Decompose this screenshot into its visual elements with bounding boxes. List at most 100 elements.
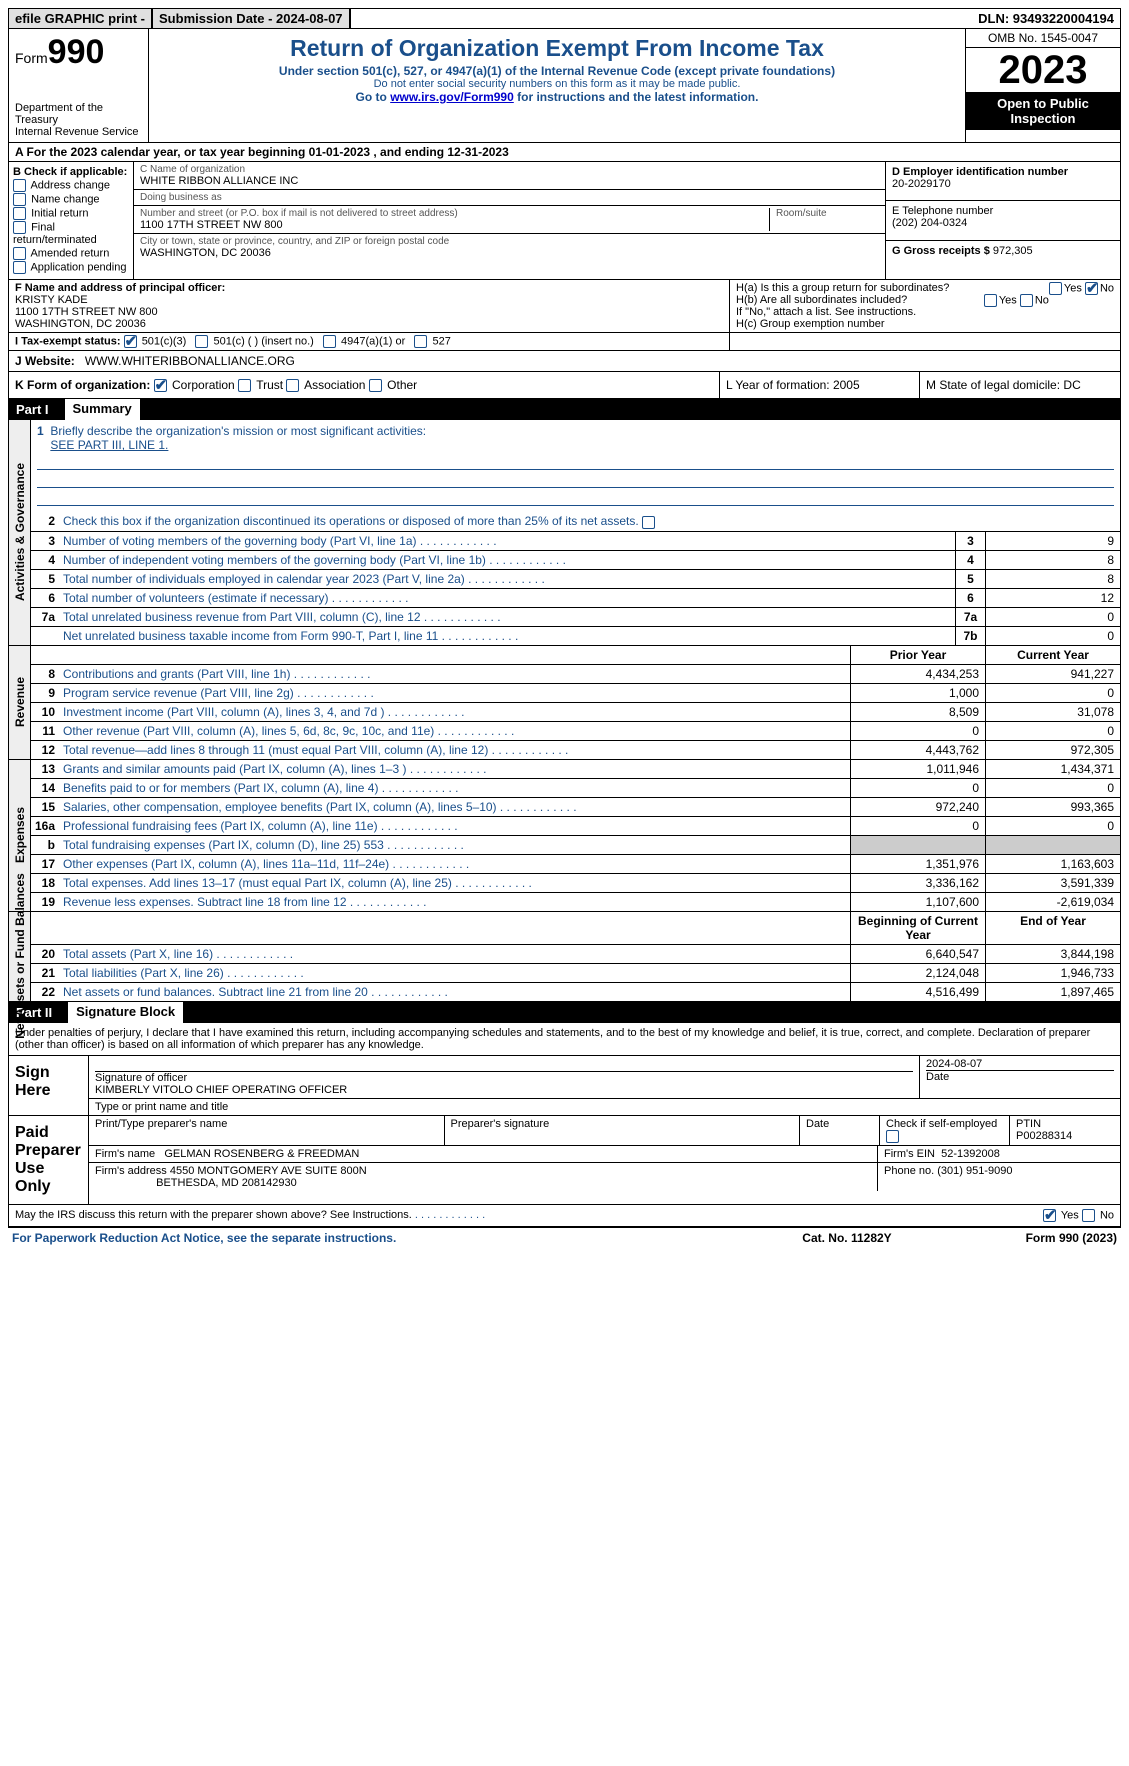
k-form-org: K Form of organization: Corporation Trus… xyxy=(9,372,720,398)
summary-line: 18 Total expenses. Add lines 13–17 (must… xyxy=(31,874,1120,893)
line-curr: 941,227 xyxy=(985,665,1120,683)
topbar-spacer xyxy=(351,17,973,21)
date-lab: Date xyxy=(926,1070,1114,1083)
q2-line: 2 Check this box if the organization dis… xyxy=(31,512,1120,531)
f-officer: F Name and address of principal officer:… xyxy=(9,280,730,332)
q2-desc: Check this box if the organization disco… xyxy=(59,512,1120,530)
discuss-text: May the IRS discuss this return with the… xyxy=(15,1209,1043,1222)
col-deg: D Employer identification number 20-2029… xyxy=(885,162,1120,279)
sig-row2: Type or print name and title xyxy=(89,1099,1120,1115)
d-lab: D Employer identification number xyxy=(892,166,1068,178)
q1-val: SEE PART III, LINE 1. xyxy=(50,438,168,452)
part2-title: Signature Block xyxy=(68,1002,183,1023)
prep-date-lab: Date xyxy=(800,1116,880,1145)
l-year: L Year of formation: 2005 xyxy=(720,372,920,398)
q2-cb[interactable] xyxy=(642,516,655,529)
hb-no-cb[interactable] xyxy=(1020,294,1033,307)
i-527-cb[interactable] xyxy=(414,335,427,348)
line-curr: 31,078 xyxy=(985,703,1120,721)
col-end: End of Year xyxy=(985,912,1120,944)
prep-name-lab: Print/Type preparer's name xyxy=(89,1116,445,1145)
discuss-yes-cb[interactable] xyxy=(1043,1209,1056,1222)
line-num: 22 xyxy=(31,983,59,1001)
i-501c-cb[interactable] xyxy=(195,335,208,348)
part2-header: Part II Signature Block xyxy=(8,1002,1121,1023)
summary-line: 20 Total assets (Part X, line 16) 6,640,… xyxy=(31,945,1120,964)
line-prior: 2,124,048 xyxy=(850,964,985,982)
k-other-cb[interactable] xyxy=(369,379,382,392)
summary-line: 22 Net assets or fund balances. Subtract… xyxy=(31,983,1120,1001)
block-fh: F Name and address of principal officer:… xyxy=(8,280,1121,333)
part1-label: Part I xyxy=(16,402,65,417)
sumbody-rev: Prior Year Current Year 8 Contributions … xyxy=(31,646,1120,759)
k-corp-cb[interactable] xyxy=(154,379,167,392)
rev-header-row: Prior Year Current Year xyxy=(31,646,1120,665)
summary-line: Net unrelated business taxable income fr… xyxy=(31,627,1120,645)
line-prior: 3,336,162 xyxy=(850,874,985,892)
cb-address-change[interactable]: Address change xyxy=(13,179,129,192)
k-trust-cb[interactable] xyxy=(238,379,251,392)
c-room: Room/suite xyxy=(769,208,879,231)
c-city: City or town, state or province, country… xyxy=(134,234,885,261)
cb-name-change[interactable]: Name change xyxy=(13,193,129,206)
line-prior: 0 xyxy=(850,722,985,740)
line-desc: Investment income (Part VIII, column (A)… xyxy=(59,703,850,721)
q1-block: 1 Briefly describe the organization's mi… xyxy=(31,420,1120,512)
line-curr: 0 xyxy=(985,817,1120,835)
line-prior: 8,509 xyxy=(850,703,985,721)
subtitle-3: Go to www.irs.gov/Form990 for instructio… xyxy=(155,90,959,104)
firm-name-cell: Firm's name GELMAN ROSENBERG & FREEDMAN xyxy=(89,1146,878,1162)
summary-line: 21 Total liabilities (Part X, line 26) 2… xyxy=(31,964,1120,983)
b-label: B Check if applicable: xyxy=(13,166,127,178)
cb-initial-return[interactable]: Initial return xyxy=(13,207,129,220)
line-num: 8 xyxy=(31,665,59,683)
summary-line: 6 Total number of volunteers (estimate i… xyxy=(31,589,1120,608)
cb-application-pending[interactable]: Application pending xyxy=(13,261,129,274)
ha-no-cb[interactable] xyxy=(1085,282,1098,295)
g-lab: G Gross receipts $ xyxy=(892,245,990,257)
line-box: 7a xyxy=(955,608,985,626)
irs-label: Internal Revenue Service xyxy=(15,126,142,138)
line-desc: Grants and similar amounts paid (Part IX… xyxy=(59,760,850,778)
line-prior: 4,443,762 xyxy=(850,741,985,759)
firm-ein-cell: Firm's EIN 52-1392008 xyxy=(878,1146,1120,1162)
sig-officer-cell: Signature of officer KIMBERLY VITOLO CHI… xyxy=(89,1056,920,1098)
tax-year: 2023 xyxy=(966,48,1120,92)
gross-val: 972,305 xyxy=(993,245,1033,257)
line-box: 6 xyxy=(955,589,985,607)
line-num: 17 xyxy=(31,855,59,873)
vlabel-gov: Activities & Governance xyxy=(9,420,31,644)
dept-treasury: Department of the Treasury xyxy=(15,102,142,126)
k-assoc-cb[interactable] xyxy=(286,379,299,392)
c-name-lab: C Name of organization xyxy=(140,164,879,175)
summary-line: 3 Number of voting members of the govern… xyxy=(31,532,1120,551)
line-curr: 1,897,465 xyxy=(985,983,1120,1001)
submission-date: Submission Date - 2024-08-07 xyxy=(153,9,351,28)
ha-lab: H(a) Is this a group return for subordin… xyxy=(736,282,949,294)
self-emp-cb[interactable] xyxy=(886,1130,899,1143)
irs-link[interactable]: www.irs.gov/Form990 xyxy=(390,90,514,104)
sign-here-body: Signature of officer KIMBERLY VITOLO CHI… xyxy=(89,1056,1120,1115)
firm-addr2: BETHESDA, MD 208142930 xyxy=(156,1177,297,1189)
line-num: 21 xyxy=(31,964,59,982)
line-curr: 0 xyxy=(985,722,1120,740)
summary-net: Net Assets or Fund Balances Beginning of… xyxy=(8,912,1121,1002)
line-desc: Number of voting members of the governin… xyxy=(59,532,955,550)
line-box: 4 xyxy=(955,551,985,569)
line-prior: 1,011,946 xyxy=(850,760,985,778)
cb-amended-return[interactable]: Amended return xyxy=(13,247,129,260)
i-501c3-cb[interactable] xyxy=(124,335,137,348)
hb-yes-cb[interactable] xyxy=(984,294,997,307)
i-4947-cb[interactable] xyxy=(323,335,336,348)
summary-line: 16a Professional fundraising fees (Part … xyxy=(31,817,1120,836)
prep-row3: Firm's address 4550 MONTGOMERY AVE SUITE… xyxy=(89,1163,1120,1191)
line-desc: Contributions and grants (Part VIII, lin… xyxy=(59,665,850,683)
cb-final-return[interactable]: Final return/terminated xyxy=(13,221,129,246)
col-curr: Current Year xyxy=(985,646,1120,664)
line-curr: 3,591,339 xyxy=(985,874,1120,892)
uline2 xyxy=(37,472,1114,488)
ha-yes-cb[interactable] xyxy=(1049,282,1062,295)
discuss-no-cb[interactable] xyxy=(1082,1209,1095,1222)
part1-title: Summary xyxy=(65,399,140,420)
line-num: 14 xyxy=(31,779,59,797)
